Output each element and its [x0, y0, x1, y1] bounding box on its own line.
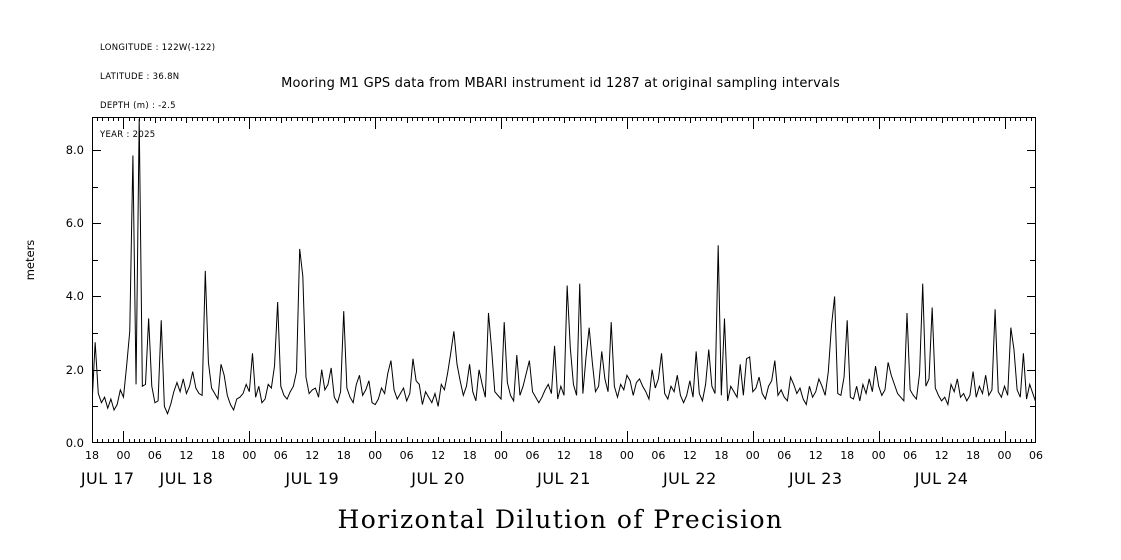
y-axis-title: meters	[23, 239, 37, 281]
x-day-label: JUL 18	[159, 469, 214, 488]
x-tick-label: 18	[840, 449, 855, 462]
plot-area	[92, 117, 1036, 443]
x-tick-label: 12	[682, 449, 697, 462]
x-tick-label: 18	[714, 449, 729, 462]
x-tick-label: 06	[399, 449, 414, 462]
x-day-label: JUL 24	[914, 469, 969, 488]
x-day-label: JUL 23	[788, 469, 843, 488]
chart-caption: Horizontal Dilution of Precision	[337, 505, 784, 534]
x-tick-label: 18	[336, 449, 351, 462]
metadata-longitude: LONGITUDE : 122W(-122)	[100, 43, 216, 54]
x-day-label: JUL 20	[411, 469, 466, 488]
x-tick-label: 00	[871, 449, 886, 462]
x-tick-label: 18	[966, 449, 981, 462]
x-day-label: JUL 21	[537, 469, 591, 488]
x-tick-label: 06	[147, 449, 162, 462]
x-tick-label: 00	[619, 449, 634, 462]
x-tick-label: 18	[462, 449, 477, 462]
x-tick-label: 12	[431, 449, 446, 462]
x-tick-label: 06	[777, 449, 792, 462]
x-tick-label: 12	[934, 449, 949, 462]
x-tick-label: 18	[588, 449, 603, 462]
x-tick-label: 00	[997, 449, 1012, 462]
x-tick-label: 06	[525, 449, 540, 462]
x-day-label: JUL 22	[662, 469, 717, 488]
y-tick-label: 4.0	[65, 289, 84, 304]
metadata-block: LONGITUDE : 122W(-122) LATITUDE : 36.8N …	[100, 25, 215, 159]
x-tick-label: 06	[1029, 449, 1043, 462]
metadata-year: YEAR : 2025	[100, 129, 156, 140]
x-tick-label: 12	[808, 449, 823, 462]
x-day-label: JUL 19	[285, 469, 340, 488]
chart-title: Mooring M1 GPS data from MBARI instrumen…	[281, 76, 840, 91]
x-day-label: JUL 17	[80, 469, 135, 488]
y-tick-label: 2.0	[65, 362, 84, 377]
data-series-line	[92, 118, 1036, 416]
x-tick-label: 06	[273, 449, 288, 462]
x-tick-label: 00	[368, 449, 383, 462]
metadata-latitude: LATITUDE : 36.8N	[100, 71, 180, 82]
metadata-depth: DEPTH (m) : -2.5	[100, 100, 176, 111]
y-tick-label: 8.0	[65, 142, 84, 157]
x-tick-label: 00	[745, 449, 760, 462]
x-tick-label: 00	[116, 449, 131, 462]
y-tick-label: 6.0	[65, 216, 84, 231]
x-tick-label: 18	[85, 449, 99, 462]
x-tick-label: 12	[179, 449, 194, 462]
x-tick-label: 12	[305, 449, 320, 462]
y-tick-label: 0.0	[65, 436, 84, 450]
x-tick-label: 12	[557, 449, 571, 462]
x-tick-label: 18	[210, 449, 225, 462]
x-tick-label: 06	[651, 449, 666, 462]
x-tick-label: 00	[242, 449, 257, 462]
x-tick-label: 00	[494, 449, 509, 462]
x-tick-label: 06	[903, 449, 918, 462]
